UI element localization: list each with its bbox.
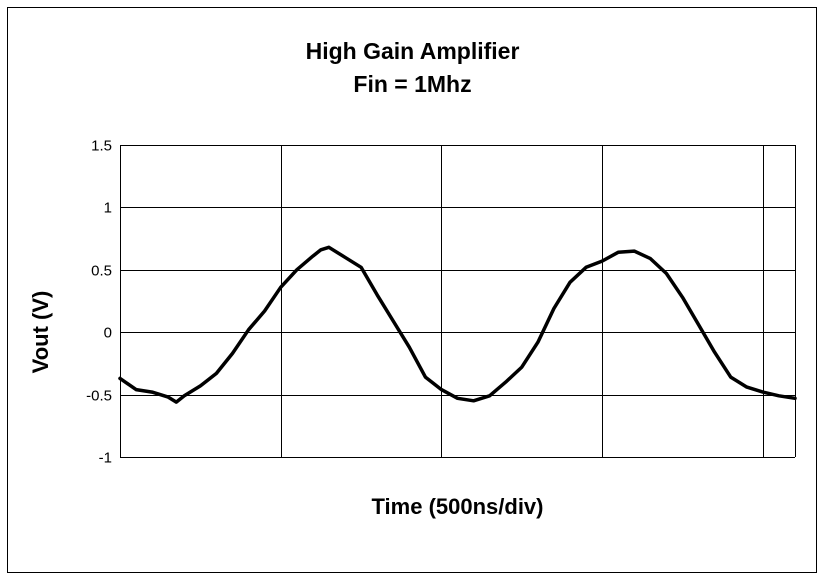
chart-frame — [7, 7, 817, 573]
y-axis-label: Vout (V) — [28, 290, 53, 374]
y-tick-label: 0 — [104, 325, 112, 342]
y-tick-label: -1 — [99, 450, 112, 467]
y-tick-label: -0.5 — [86, 388, 112, 405]
x-axis-label: Time (500ns/div) — [371, 494, 544, 519]
y-tick-label: 1.5 — [91, 138, 112, 155]
chart-title-line-1: High Gain Amplifier — [305, 38, 520, 64]
chart-title-line-2: Fin = 1Mhz — [353, 71, 472, 97]
series-line — [118, 245, 797, 404]
y-tick-label: 1 — [104, 200, 112, 217]
y-tick-label: 0.5 — [91, 263, 112, 280]
